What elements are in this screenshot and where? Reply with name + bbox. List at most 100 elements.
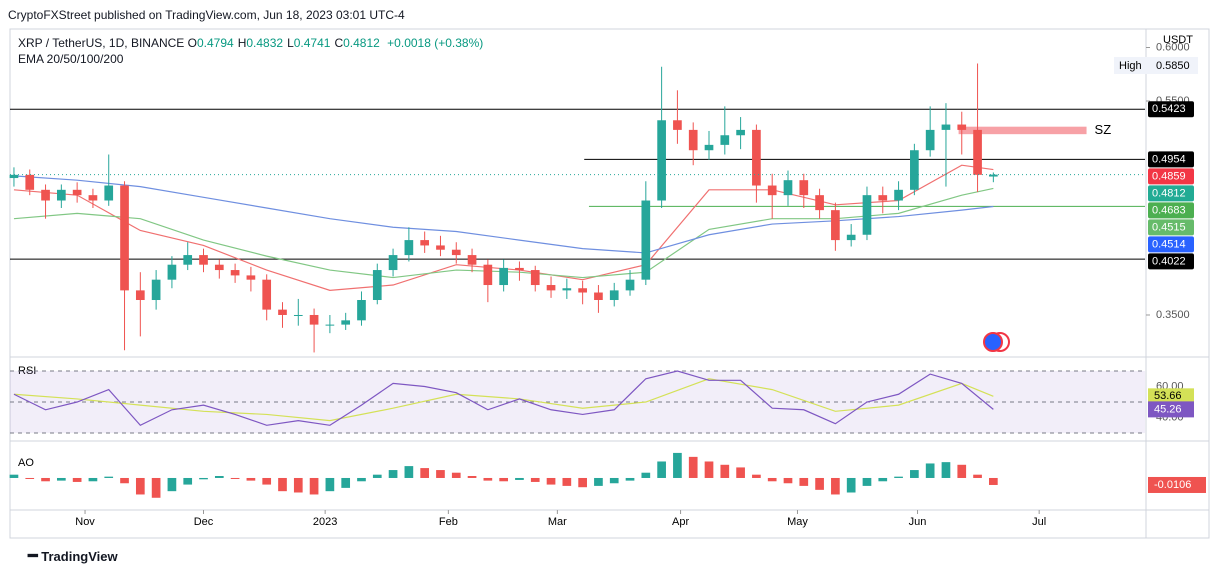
footer: ━ TradingView bbox=[28, 546, 118, 566]
candle-body bbox=[467, 255, 477, 265]
candle-body bbox=[357, 300, 366, 321]
ohlc-key: L bbox=[287, 36, 294, 50]
price-label: 0.4954 bbox=[1152, 153, 1186, 165]
ao-bar bbox=[546, 477, 556, 485]
ao-bar bbox=[278, 477, 287, 492]
ohlc-value: 0.4794 bbox=[196, 36, 234, 50]
candle-body bbox=[878, 195, 888, 201]
candle-body bbox=[578, 288, 587, 293]
candle-body bbox=[752, 129, 761, 186]
rsi-value-label: 53.66 bbox=[1154, 390, 1182, 402]
candle-body bbox=[846, 234, 856, 241]
ao-bar bbox=[357, 477, 366, 482]
ao-bar bbox=[578, 477, 587, 488]
ao-bar bbox=[104, 476, 114, 478]
candle-body bbox=[293, 314, 303, 316]
candle-body bbox=[783, 180, 793, 196]
ao-bar bbox=[657, 461, 666, 478]
y-tick-label: 0.6000 bbox=[1156, 41, 1190, 53]
high-value: 0.5850 bbox=[1156, 60, 1190, 72]
candle-body bbox=[989, 174, 998, 177]
ao-bar bbox=[341, 477, 351, 488]
candle-body bbox=[135, 290, 145, 301]
ao-bar bbox=[515, 477, 524, 480]
rsi-ma-line bbox=[13, 378, 994, 422]
candle-body bbox=[704, 144, 714, 151]
ao-bar bbox=[388, 470, 398, 478]
ao-title: AO bbox=[18, 457, 34, 469]
price-label-box bbox=[1148, 101, 1194, 118]
legend-header: XRP / TetherUS, 1D, BINANCE O0.4794 H0.48… bbox=[18, 36, 483, 50]
rsi-value-label: 45.26 bbox=[1154, 403, 1182, 415]
candle-body bbox=[404, 240, 414, 256]
candle-body bbox=[641, 200, 651, 280]
published: CryptoFXStreet published on TradingView.… bbox=[8, 8, 405, 22]
high-key: High bbox=[1119, 60, 1142, 72]
ao-bar bbox=[404, 466, 414, 478]
candle-body bbox=[546, 285, 556, 291]
ao-bar bbox=[72, 477, 82, 482]
high-box bbox=[1114, 57, 1198, 74]
candle-body bbox=[815, 195, 824, 211]
candle-body bbox=[910, 150, 919, 190]
ao-bar bbox=[151, 477, 161, 498]
price-label-box bbox=[1148, 253, 1194, 270]
ao-bar bbox=[831, 477, 840, 495]
price-label-box bbox=[1148, 202, 1194, 219]
candle-body bbox=[25, 174, 35, 190]
rsi-title: RSI bbox=[18, 365, 36, 377]
ao-bar bbox=[262, 477, 272, 485]
ao-bar bbox=[957, 464, 967, 478]
candle-body bbox=[214, 264, 224, 271]
price-label-box bbox=[1148, 151, 1194, 168]
candle-body bbox=[230, 270, 240, 276]
ao-bar bbox=[878, 477, 888, 482]
candle-body bbox=[167, 264, 177, 280]
x-tick-label: 2023 bbox=[313, 516, 337, 528]
candle-body bbox=[325, 324, 335, 326]
ao-bar bbox=[625, 477, 635, 481]
x-tick-label: Jun bbox=[909, 516, 927, 528]
candle-body bbox=[688, 129, 698, 151]
indicator-name: EMA 20/50/100/200 bbox=[18, 52, 124, 66]
ao-bar bbox=[752, 474, 761, 478]
ao-bar bbox=[910, 470, 919, 478]
ohlc-value: 0.4741 bbox=[293, 36, 331, 50]
ao-bar bbox=[609, 477, 619, 484]
x-tick-label: Mar bbox=[548, 516, 567, 528]
ao-bar bbox=[688, 456, 698, 478]
price-label-box bbox=[1148, 168, 1194, 185]
candle-body bbox=[88, 195, 98, 201]
candle-body bbox=[609, 290, 619, 301]
price-label-box bbox=[1148, 185, 1194, 202]
ao-bar bbox=[499, 477, 508, 482]
ohlc: O0.4794 H0.4832 L0.4741 C0.4812 bbox=[188, 36, 384, 50]
candle-body bbox=[594, 292, 603, 301]
rsi-value-box bbox=[1148, 388, 1194, 405]
candle-body bbox=[957, 124, 967, 130]
candle-body bbox=[925, 129, 935, 151]
candle-body bbox=[183, 255, 193, 265]
price-label: 0.4514 bbox=[1152, 238, 1186, 250]
ao-bar bbox=[214, 476, 224, 478]
ao-bar bbox=[230, 477, 240, 479]
candle-body bbox=[56, 189, 66, 201]
candle-body bbox=[530, 270, 540, 286]
ao-bar bbox=[925, 463, 935, 478]
ao-bar bbox=[941, 462, 951, 478]
supply-zone bbox=[958, 126, 1087, 135]
ao-bar bbox=[530, 477, 540, 482]
zone-label: SZ bbox=[1095, 122, 1112, 137]
price-label-box bbox=[1148, 219, 1194, 236]
ao-bar bbox=[9, 474, 19, 478]
price-label: 0.4022 bbox=[1152, 255, 1186, 267]
candle-body bbox=[309, 314, 319, 325]
ao-bar bbox=[309, 477, 319, 495]
ao-bar bbox=[88, 477, 98, 482]
candle-body bbox=[657, 120, 666, 201]
candle-body bbox=[199, 255, 208, 265]
candle-body bbox=[483, 264, 493, 286]
candle-body bbox=[72, 189, 82, 196]
rsi-line bbox=[13, 370, 994, 427]
candle-body bbox=[973, 129, 982, 175]
